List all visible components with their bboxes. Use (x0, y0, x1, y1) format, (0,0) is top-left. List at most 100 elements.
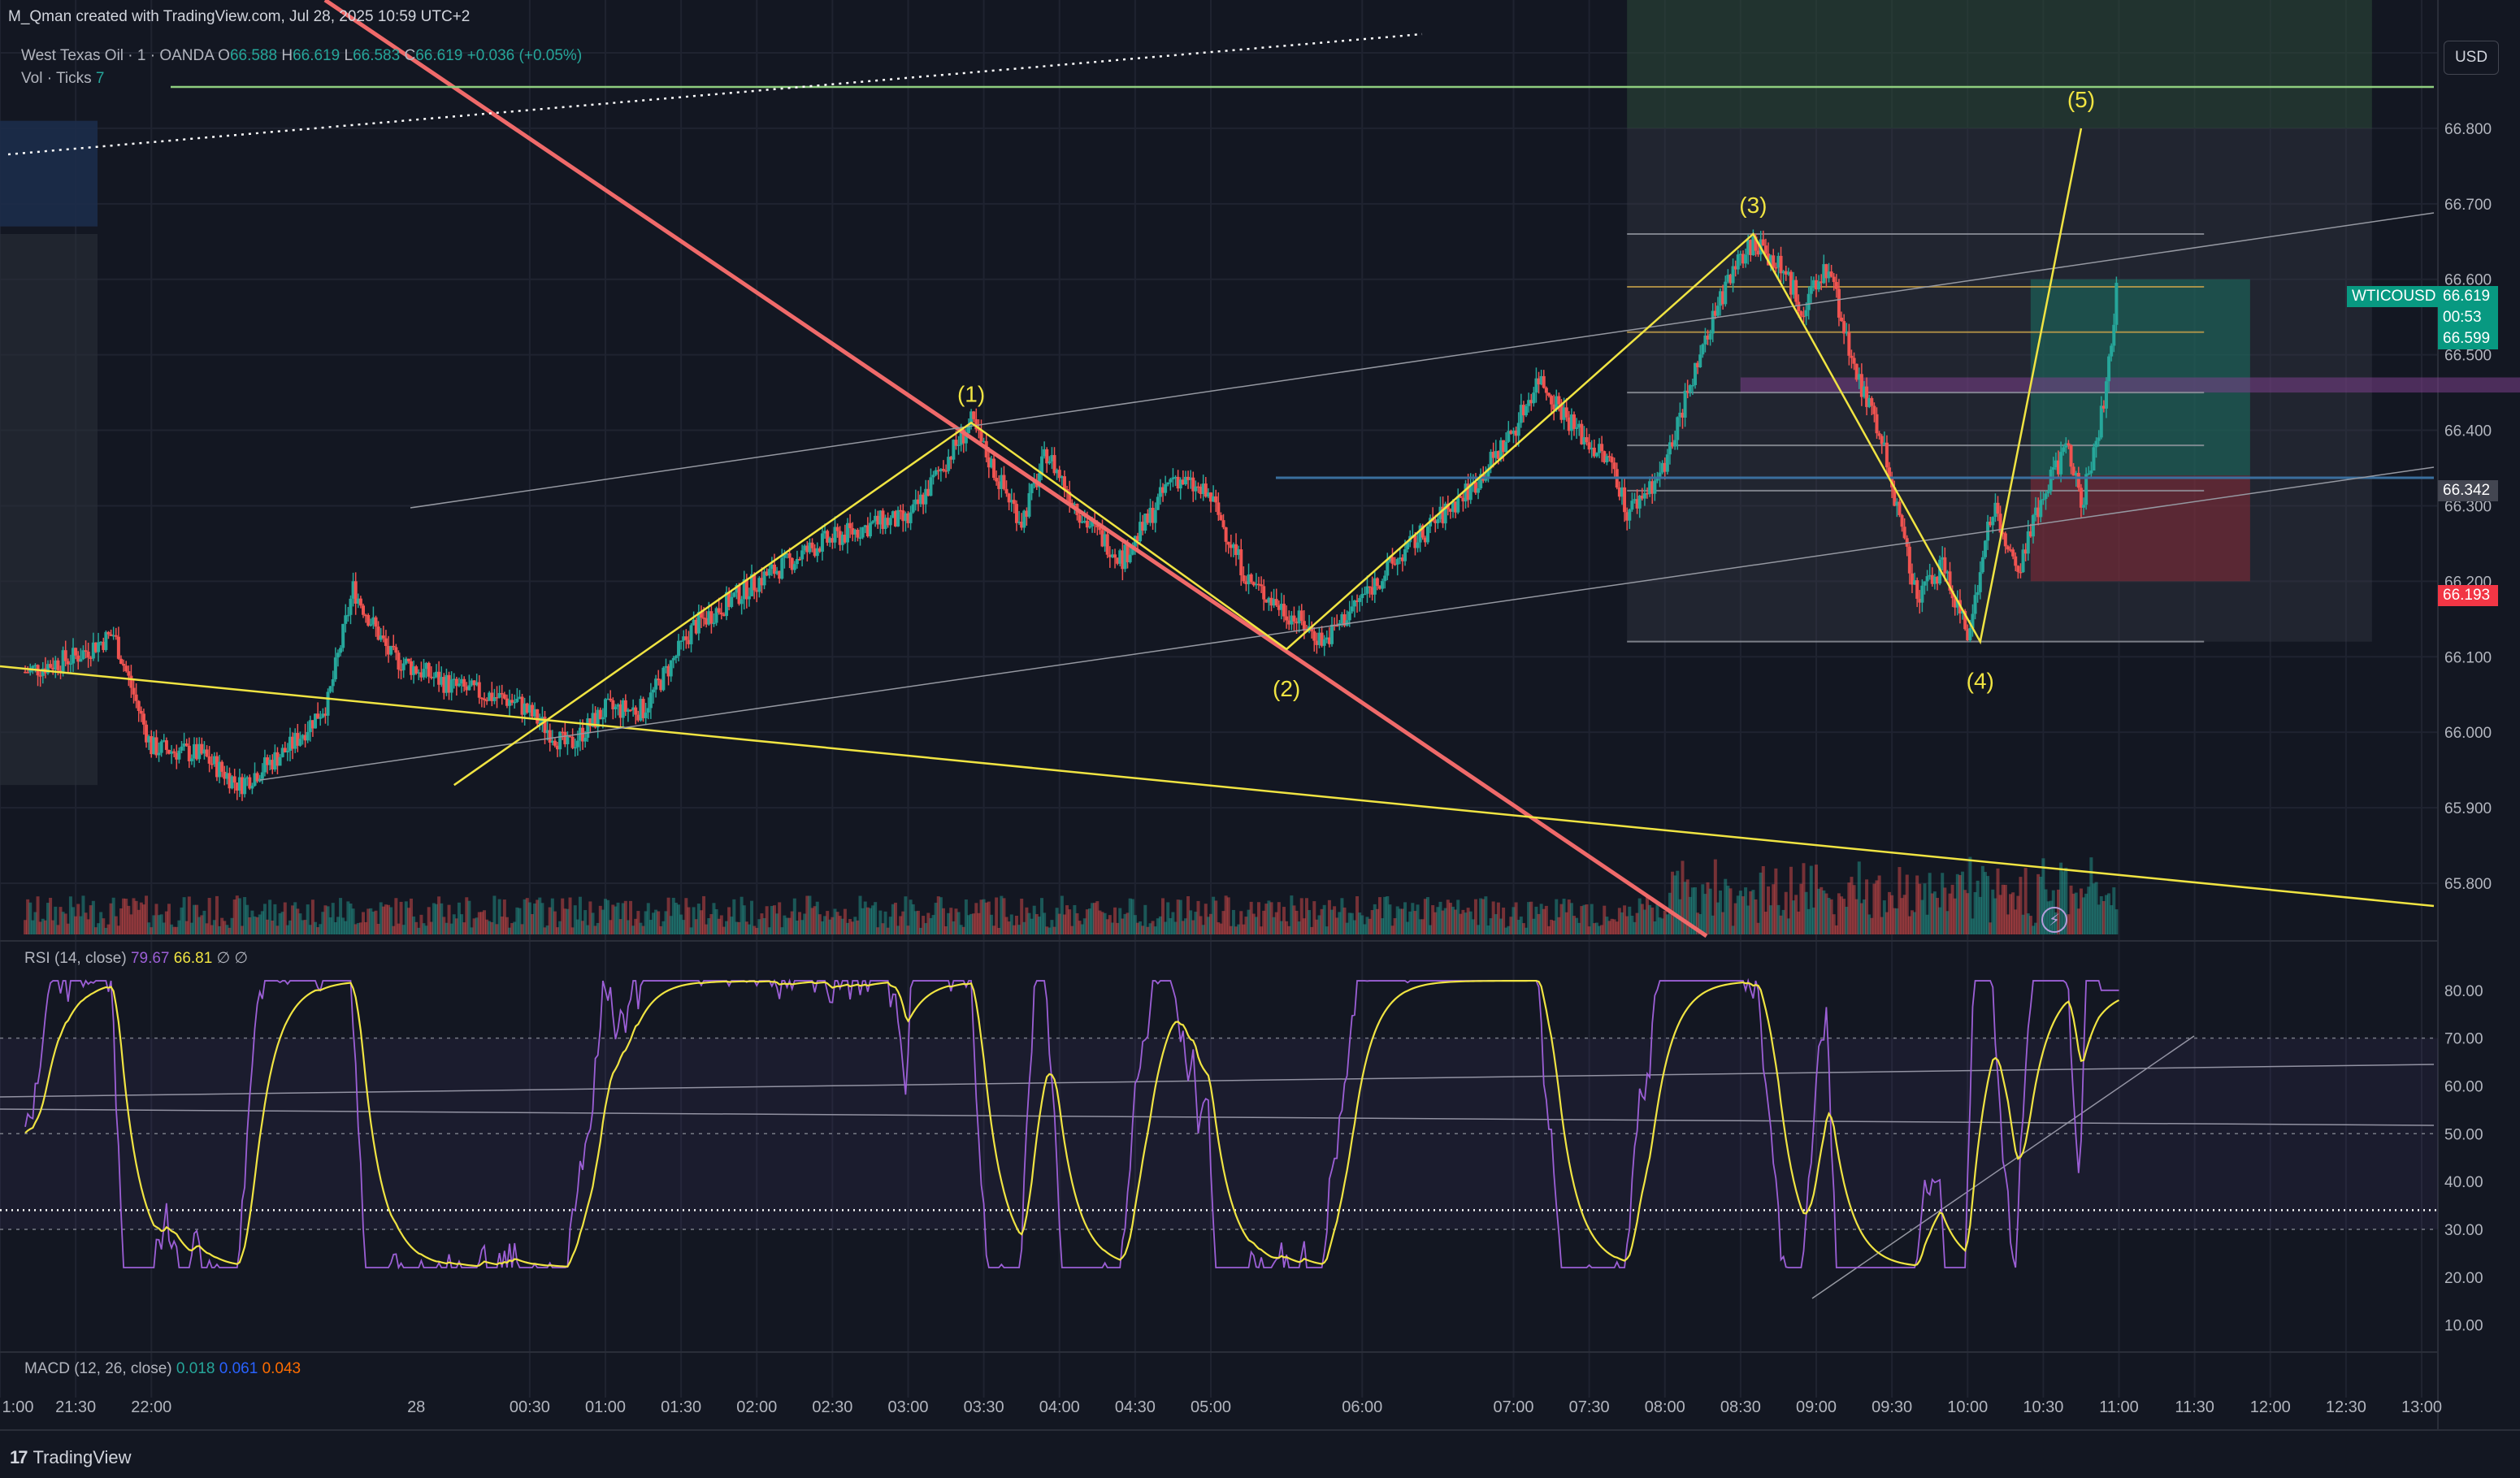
lightning-icon[interactable]: ⚡ (2041, 907, 2067, 933)
volume-bar (122, 898, 126, 934)
candle-body (2076, 473, 2080, 488)
candle-body (1110, 554, 1114, 557)
volume-bar (575, 919, 579, 934)
volume-bar (1685, 879, 1689, 934)
candle-body (1014, 504, 1018, 523)
candle-body (601, 717, 605, 720)
candle-body (1534, 378, 1538, 393)
volume-bar (969, 913, 974, 934)
candle-body (851, 528, 855, 535)
volume-bar (2079, 888, 2083, 934)
volume-bar (339, 898, 343, 934)
volume-bar (1477, 925, 1481, 934)
volume-bar (1108, 915, 1112, 934)
volume-bar (1852, 885, 1856, 934)
candle-body (28, 668, 33, 673)
volume-bar (485, 919, 489, 934)
candle-body (1998, 514, 2002, 533)
candle-body (1953, 598, 1957, 608)
volume-bar (1204, 904, 1208, 934)
candle-body (1486, 468, 1490, 477)
candle-body (223, 771, 227, 779)
volume-bar (618, 919, 622, 934)
rsi-ma-line (24, 979, 2120, 1268)
candle-body (1317, 632, 1321, 645)
volume-bar (1126, 912, 1130, 934)
volume-bar (1859, 903, 1863, 934)
volume-bar (934, 903, 938, 934)
currency-button[interactable]: USD (2444, 41, 2499, 75)
volume-bar (175, 926, 179, 934)
candle-body (1448, 509, 1452, 512)
candle-body (1499, 440, 1503, 459)
candle-body (46, 664, 50, 674)
volume-bar (1701, 884, 1705, 934)
candle-body (207, 756, 211, 764)
candle-body (1612, 462, 1616, 470)
volume-bar (460, 914, 464, 934)
volume-bar (381, 906, 385, 934)
candle-body (167, 749, 171, 754)
macd-hist-value: 0.043 (262, 1360, 301, 1377)
candle-body (1943, 557, 1947, 574)
candle-body (1400, 557, 1404, 561)
volume-bar (979, 899, 983, 934)
volume-bar (566, 908, 570, 934)
left-blue-zone (0, 120, 98, 227)
candle-body (1443, 503, 1447, 524)
candle-body (2079, 488, 2083, 508)
candle-body (1945, 571, 1950, 574)
candle-body (924, 488, 928, 505)
volume-bar (1191, 920, 1195, 934)
candle-body (1118, 550, 1122, 564)
volume-bar (1400, 908, 1404, 934)
candle-body (1105, 534, 1109, 555)
candle-body (1295, 621, 1299, 624)
candle-body (525, 703, 529, 713)
candle-body (919, 494, 923, 505)
candle-body (237, 777, 241, 791)
candle-body (492, 696, 497, 701)
volume-bar (1050, 920, 1054, 934)
candle-body (1991, 517, 1995, 526)
candle-body (1360, 594, 1364, 599)
candle-body (1425, 526, 1429, 543)
volume-bar (570, 927, 575, 934)
candle-body (1646, 492, 1650, 495)
candle-body (677, 640, 681, 657)
volume-bar (1980, 865, 1984, 934)
volume-bar (1910, 910, 1914, 934)
candle-body (899, 509, 903, 512)
candle-body (157, 752, 161, 756)
candle-body (124, 665, 128, 672)
volume-bar (230, 917, 234, 934)
candle-body (1030, 483, 1034, 493)
volume-bar (1550, 919, 1554, 934)
candle-body (944, 470, 948, 472)
volume-bar (150, 927, 154, 934)
volume-bar (593, 925, 597, 934)
volume-bar (288, 920, 292, 934)
candle-body (109, 634, 113, 636)
candle-body (401, 663, 406, 670)
volume-bar (1322, 904, 1326, 934)
candle-body (770, 564, 774, 570)
volume-bar (1824, 893, 1828, 934)
target-zone-upper (1627, 0, 2372, 128)
volume-bar (1867, 914, 1872, 934)
volume-bar (1418, 919, 1422, 934)
candle-body (896, 509, 900, 527)
volume-bar (1375, 908, 1379, 934)
candle-body (1272, 599, 1276, 606)
volume-bar (172, 926, 176, 934)
volume-bar (878, 910, 883, 934)
volume-bar (454, 918, 458, 934)
volume-bar (1958, 874, 1962, 934)
volume-bar (200, 915, 204, 934)
candle-body (674, 656, 678, 658)
candle-body (91, 642, 95, 659)
candle-body (598, 709, 602, 720)
volume-bar (1310, 926, 1314, 934)
candle-body (106, 631, 111, 635)
